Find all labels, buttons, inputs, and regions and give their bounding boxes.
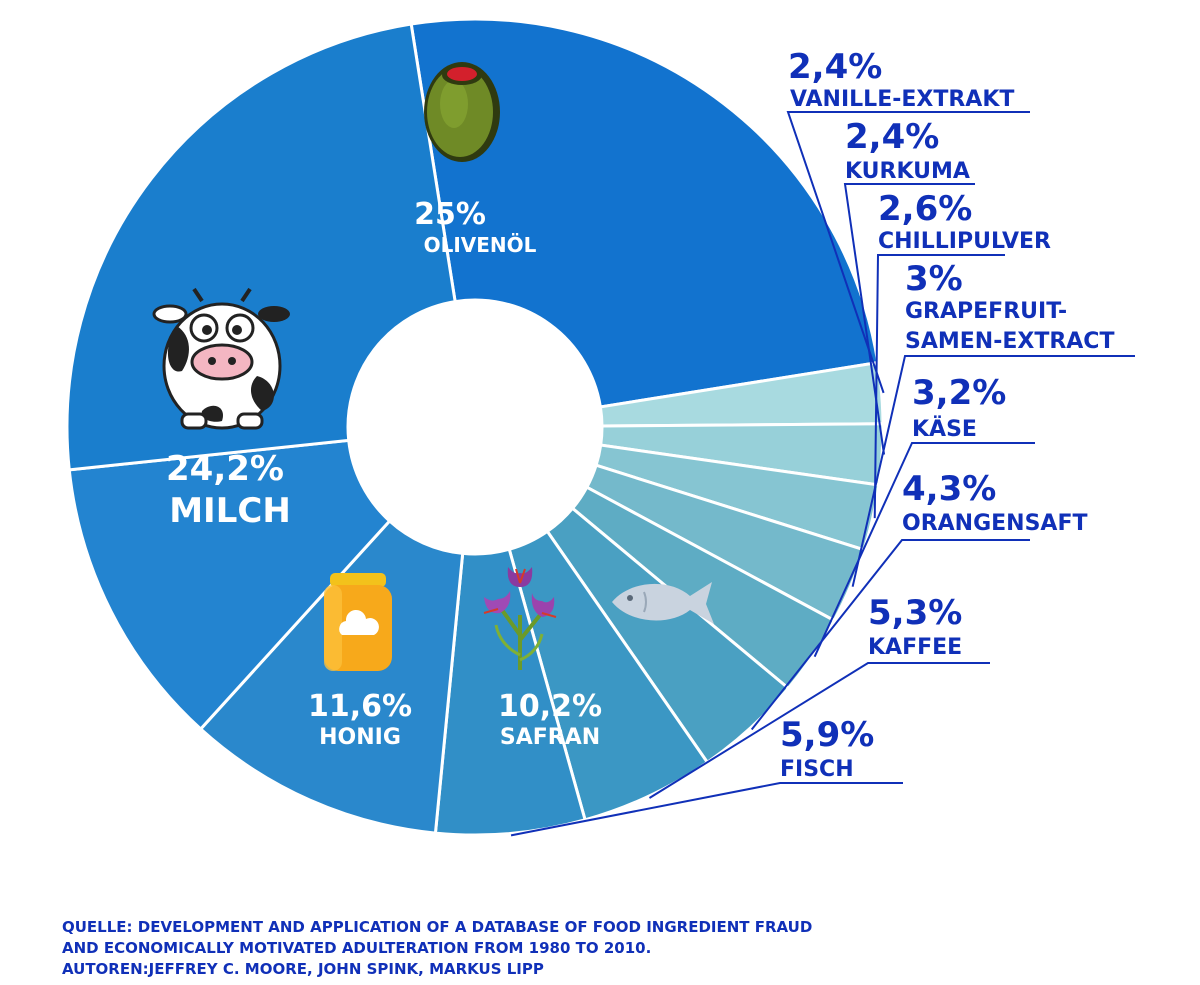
kaffee-label: KAFFEE bbox=[868, 635, 962, 660]
honey-jar-icon bbox=[324, 573, 392, 671]
olive-percent: 25% bbox=[414, 197, 486, 232]
source-line-2: AND ECONOMICALLY MOTIVATED ADULTERATION … bbox=[62, 938, 812, 959]
kaese-label: KÄSE bbox=[912, 416, 977, 442]
orange-percent: 4,3% bbox=[902, 469, 996, 509]
fisch-percent: 5,9% bbox=[780, 715, 874, 755]
source-citation: QUELLE: DEVELOPMENT AND APPLICATION OF A… bbox=[62, 917, 812, 980]
safran-percent: 10,2% bbox=[498, 689, 602, 724]
donut-hole bbox=[348, 300, 602, 554]
safran-label: SAFRAN bbox=[500, 725, 600, 750]
vanilla-percent: 2,4% bbox=[788, 47, 882, 87]
donut-chart: 25% OLIVENÖL 24,2% MILCH 11,6% HONIG 10,… bbox=[0, 0, 1200, 900]
source-line-1: QUELLE: DEVELOPMENT AND APPLICATION OF A… bbox=[62, 917, 812, 938]
chilli-percent: 2,6% bbox=[878, 189, 972, 229]
grapefruit-label-line1: GRAPEFRUIT- bbox=[905, 299, 1067, 324]
fisch-label: FISCH bbox=[780, 757, 854, 782]
milch-label: MILCH bbox=[169, 491, 291, 531]
source-line-3: AUTOREN:JEFFREY C. MOORE, JOHN SPINK, MA… bbox=[62, 959, 812, 980]
kurkuma-label: KURKUMA bbox=[845, 159, 970, 184]
honig-percent: 11,6% bbox=[308, 689, 412, 724]
milch-percent: 24,2% bbox=[166, 449, 284, 489]
olive-icon bbox=[424, 62, 500, 162]
chilli-label: CHILLIPULVER bbox=[878, 229, 1051, 254]
grapefruit-label-line2: SAMEN-EXTRACT bbox=[905, 329, 1114, 354]
orange-label: ORANGENSAFT bbox=[902, 511, 1088, 536]
kaese-percent: 3,2% bbox=[912, 373, 1006, 413]
honig-label: HONIG bbox=[319, 725, 401, 750]
kaffee-percent: 5,3% bbox=[868, 593, 962, 633]
olive-label: OLIVENÖL bbox=[424, 233, 537, 257]
vanilla-label: VANILLE-EXTRAKT bbox=[790, 87, 1014, 112]
kurkuma-percent: 2,4% bbox=[845, 117, 939, 157]
grapefruit-percent: 3% bbox=[905, 259, 963, 299]
